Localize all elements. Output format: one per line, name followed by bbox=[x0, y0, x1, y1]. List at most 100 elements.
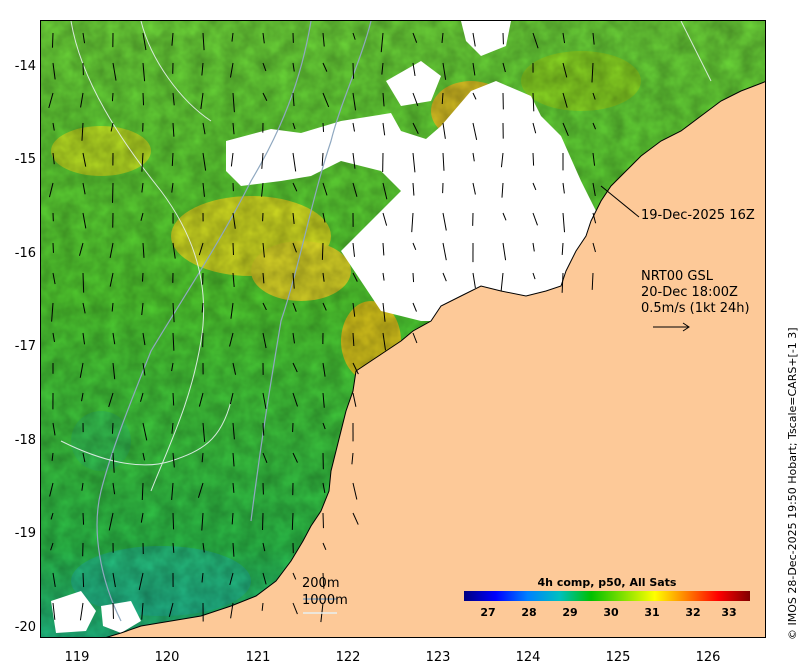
current-vector bbox=[501, 182, 504, 198]
sst-map[interactable] bbox=[40, 20, 766, 638]
current-vector bbox=[142, 32, 147, 51]
current-vector bbox=[322, 422, 326, 430]
current-vector bbox=[352, 242, 356, 257]
scale-arrow bbox=[653, 322, 690, 332]
current-vector bbox=[292, 392, 298, 407]
isobath-200 bbox=[96, 21, 372, 622]
current-vector bbox=[48, 182, 54, 198]
current-vector bbox=[562, 182, 565, 194]
current-vector bbox=[48, 92, 54, 109]
current-vector bbox=[292, 572, 297, 580]
current-vector bbox=[201, 512, 204, 531]
current-vector bbox=[592, 212, 597, 224]
current-vector bbox=[322, 182, 328, 196]
current-vector bbox=[140, 212, 144, 221]
current-vector bbox=[51, 302, 54, 322]
current-vector bbox=[262, 302, 267, 311]
current-vector bbox=[141, 302, 144, 316]
current-vector bbox=[292, 302, 297, 312]
current-vector bbox=[198, 242, 204, 256]
current-vector bbox=[532, 242, 535, 252]
current-vector bbox=[292, 602, 298, 615]
current-vector bbox=[82, 212, 87, 229]
colorbar-tick-31: 31 bbox=[644, 606, 660, 619]
current-vector bbox=[322, 482, 326, 494]
current-vector bbox=[229, 332, 234, 347]
current-vector bbox=[171, 32, 174, 46]
current-vector bbox=[292, 92, 295, 107]
current-vector bbox=[502, 62, 506, 73]
current-vector bbox=[52, 272, 56, 285]
current-vector bbox=[382, 212, 388, 226]
current-vector bbox=[171, 422, 174, 434]
current-vector bbox=[262, 32, 265, 44]
current-vector bbox=[292, 62, 295, 72]
current-vector bbox=[292, 332, 295, 344]
current-vector bbox=[352, 392, 357, 407]
current-vector bbox=[82, 32, 86, 44]
current-vector bbox=[141, 182, 144, 193]
current-vector bbox=[592, 152, 596, 166]
current-vector bbox=[441, 32, 444, 44]
current-vector bbox=[261, 602, 264, 611]
current-vector bbox=[321, 152, 324, 166]
current-vector bbox=[111, 302, 114, 312]
current-vector bbox=[82, 182, 86, 195]
current-vector bbox=[142, 92, 145, 106]
colorbar-tick-27: 27 bbox=[480, 606, 496, 619]
current-vector bbox=[200, 92, 204, 110]
y-label-lat-16: -16 bbox=[14, 246, 36, 261]
current-vector bbox=[382, 182, 388, 200]
colorbar-tick-30: 30 bbox=[603, 606, 619, 619]
credit-text: © IMOS 28-Dec-2025 19:50 Hobart; Tscale=… bbox=[786, 327, 799, 640]
current-vector bbox=[380, 32, 384, 53]
current-vector bbox=[322, 92, 330, 108]
current-vector bbox=[230, 602, 234, 619]
current-vector bbox=[49, 482, 54, 497]
current-vector bbox=[412, 62, 416, 77]
current-vector bbox=[472, 62, 476, 76]
current-vector bbox=[442, 242, 447, 261]
y-label-lat-19: -19 bbox=[14, 526, 36, 541]
current-vector bbox=[142, 422, 148, 441]
current-vector bbox=[292, 452, 298, 463]
current-vector bbox=[261, 182, 264, 197]
current-vector bbox=[382, 332, 386, 351]
current-vector bbox=[532, 122, 537, 134]
current-vector bbox=[230, 302, 234, 319]
current-vector bbox=[262, 272, 265, 284]
current-vector bbox=[202, 152, 207, 171]
current-vector bbox=[142, 362, 146, 376]
current-vector bbox=[232, 122, 235, 135]
current-vector bbox=[82, 272, 85, 293]
x-label-lon-123: 123 bbox=[425, 650, 451, 665]
current-vector bbox=[352, 92, 357, 111]
current-vector bbox=[292, 362, 298, 373]
current-vector bbox=[79, 242, 84, 256]
x-label-lon-124: 124 bbox=[515, 650, 541, 665]
current-vector bbox=[442, 152, 445, 171]
current-vector bbox=[112, 482, 116, 495]
current-vector bbox=[172, 302, 175, 323]
current-vector bbox=[232, 482, 235, 493]
current-vector bbox=[472, 272, 476, 288]
current-vector bbox=[352, 332, 355, 347]
current-vector bbox=[412, 272, 415, 283]
current-vector bbox=[322, 392, 325, 408]
current-vector bbox=[352, 182, 358, 197]
current-vector bbox=[442, 212, 447, 231]
current-vector bbox=[442, 122, 446, 139]
current-vector bbox=[262, 92, 268, 101]
current-vector bbox=[592, 182, 596, 196]
current-vector bbox=[472, 92, 477, 100]
current-vector bbox=[412, 92, 419, 106]
current-vector bbox=[351, 452, 354, 465]
x-label-lon-125: 125 bbox=[605, 650, 631, 665]
current-vector bbox=[322, 302, 327, 311]
current-vector bbox=[472, 32, 476, 47]
current-vector bbox=[352, 272, 358, 282]
current-vector bbox=[111, 422, 114, 434]
current-vector bbox=[81, 392, 84, 402]
current-vector bbox=[172, 542, 175, 553]
current-vector bbox=[472, 182, 476, 195]
